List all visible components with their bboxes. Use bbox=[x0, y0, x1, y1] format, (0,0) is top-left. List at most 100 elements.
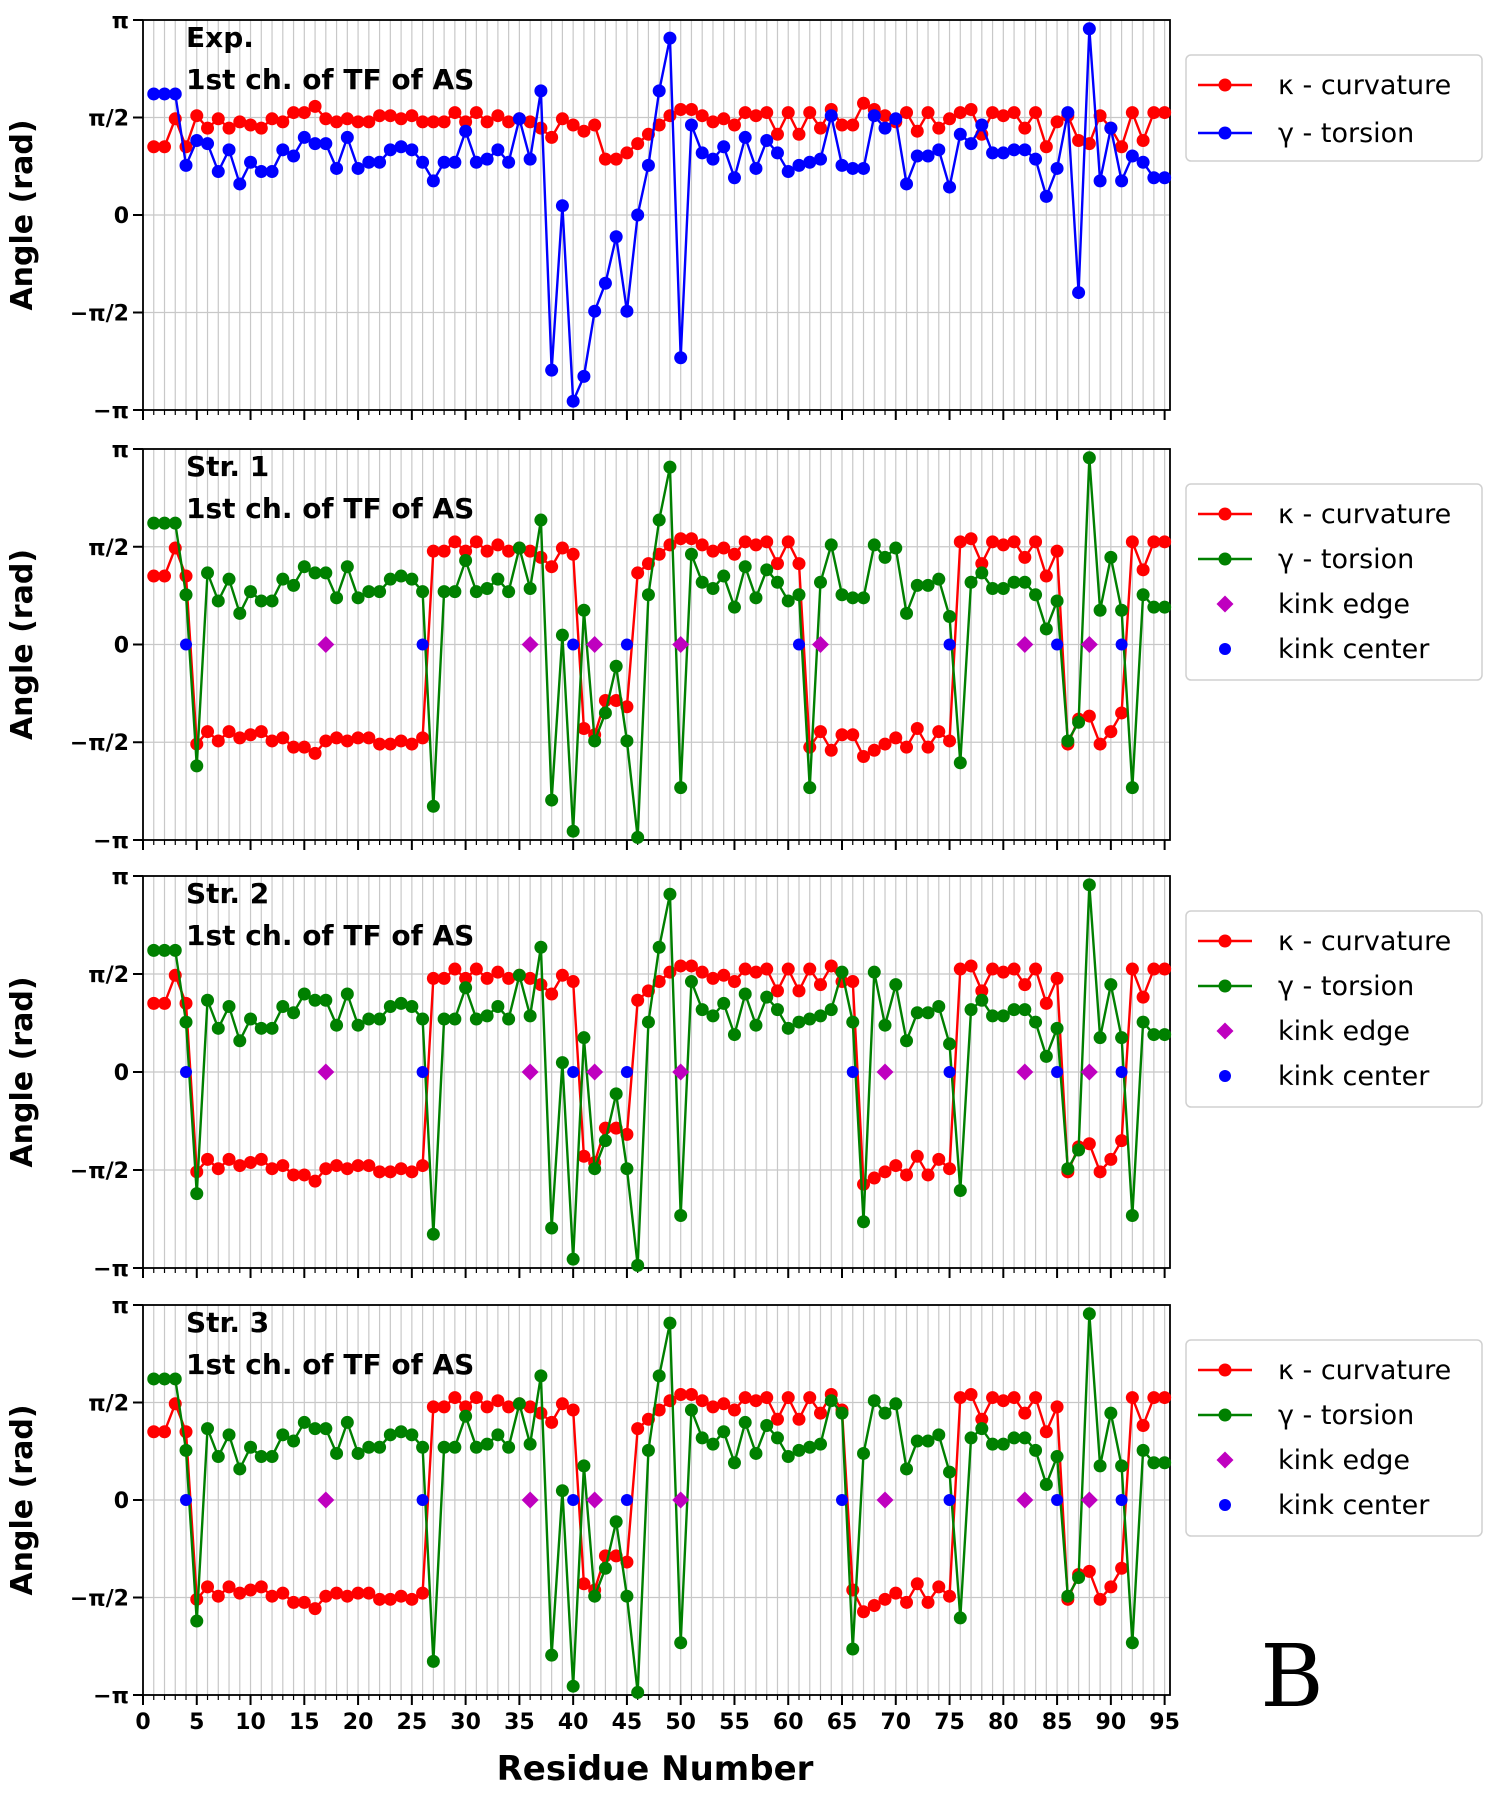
data-point bbox=[813, 1009, 827, 1023]
data-point bbox=[953, 1184, 967, 1198]
data-point bbox=[1115, 1459, 1129, 1473]
data-point bbox=[631, 137, 645, 151]
kink-edge-marker bbox=[317, 1491, 335, 1509]
data-point bbox=[512, 1397, 526, 1411]
data-point bbox=[781, 1021, 795, 1035]
data-point bbox=[792, 127, 806, 141]
legend-label: γ - torsion bbox=[1278, 971, 1414, 1002]
kink-edge-marker bbox=[521, 1063, 539, 1081]
data-point bbox=[254, 1152, 268, 1166]
kink-center-marker bbox=[836, 1494, 849, 1506]
data-point bbox=[233, 1462, 247, 1476]
data-point bbox=[211, 594, 225, 608]
data-point bbox=[222, 121, 236, 135]
data-point bbox=[792, 1015, 806, 1029]
data-point bbox=[534, 84, 548, 98]
data-point bbox=[1147, 600, 1161, 614]
data-point bbox=[1018, 550, 1032, 564]
data-point bbox=[588, 1162, 602, 1176]
data-point bbox=[1039, 140, 1053, 154]
data-point bbox=[448, 1391, 462, 1405]
kink-center-marker bbox=[620, 1494, 633, 1506]
legend-marker bbox=[1218, 979, 1232, 993]
data-point bbox=[878, 1592, 892, 1606]
data-point bbox=[1050, 971, 1064, 985]
data-point bbox=[1093, 174, 1107, 188]
kink-edge-marker bbox=[586, 1063, 604, 1081]
data-point bbox=[760, 962, 774, 976]
data-point bbox=[147, 569, 161, 583]
data-point bbox=[1007, 962, 1021, 976]
data-point bbox=[233, 1034, 247, 1048]
data-point bbox=[233, 115, 247, 129]
data-point bbox=[545, 560, 559, 574]
data-point bbox=[1093, 1592, 1107, 1606]
data-point bbox=[265, 1021, 279, 1035]
y-tick-label: π/2 bbox=[88, 963, 129, 988]
data-point bbox=[803, 781, 817, 795]
data-point bbox=[749, 1446, 763, 1460]
data-point bbox=[749, 591, 763, 605]
data-point bbox=[211, 1450, 225, 1464]
data-point bbox=[244, 155, 258, 169]
legend-label: kink center bbox=[1278, 1061, 1430, 1092]
kink-edge-marker bbox=[1016, 1063, 1034, 1081]
legend-label: κ - curvature bbox=[1278, 70, 1451, 101]
data-point bbox=[1093, 1031, 1107, 1045]
data-point bbox=[631, 830, 645, 844]
data-point bbox=[1104, 725, 1118, 739]
data-point bbox=[201, 566, 215, 580]
data-point bbox=[706, 1400, 720, 1414]
data-point bbox=[211, 165, 225, 179]
data-point bbox=[1018, 1406, 1032, 1420]
data-point bbox=[308, 1422, 322, 1436]
y-tick-label: π/2 bbox=[88, 1392, 129, 1417]
data-point bbox=[1082, 1564, 1096, 1578]
data-point bbox=[383, 1428, 397, 1442]
data-point bbox=[953, 535, 967, 549]
data-point bbox=[1039, 189, 1053, 203]
data-point bbox=[663, 31, 677, 45]
data-point bbox=[996, 538, 1010, 552]
data-point bbox=[684, 102, 698, 116]
data-point bbox=[684, 975, 698, 989]
data-point bbox=[276, 1428, 290, 1442]
data-point bbox=[448, 1012, 462, 1026]
data-point bbox=[469, 585, 483, 599]
data-point bbox=[437, 971, 451, 985]
data-point bbox=[254, 725, 268, 739]
data-point bbox=[362, 1440, 376, 1454]
data-point bbox=[1115, 603, 1129, 617]
data-point bbox=[340, 1162, 354, 1176]
data-point bbox=[717, 996, 731, 1010]
y-axis-label: Angle (rad) bbox=[5, 549, 40, 740]
data-point bbox=[641, 1015, 655, 1029]
y-tick-label: −π/2 bbox=[70, 1586, 129, 1611]
data-point bbox=[986, 106, 1000, 120]
data-point bbox=[502, 155, 516, 169]
data-point bbox=[620, 1162, 634, 1176]
legend-marker bbox=[1218, 78, 1232, 92]
data-point bbox=[416, 1159, 430, 1173]
data-point bbox=[469, 1391, 483, 1405]
panel-title: Str. 3 bbox=[186, 1306, 269, 1339]
data-point bbox=[631, 1258, 645, 1272]
legend-label: γ - torsion bbox=[1278, 544, 1414, 575]
kink-center-marker bbox=[1115, 1066, 1128, 1078]
data-point bbox=[996, 146, 1010, 160]
data-point bbox=[781, 106, 795, 120]
data-point bbox=[695, 1394, 709, 1408]
data-point bbox=[857, 1215, 871, 1229]
data-point bbox=[921, 1006, 935, 1020]
data-point bbox=[824, 1394, 838, 1408]
data-point bbox=[448, 155, 462, 169]
data-point bbox=[1029, 1443, 1043, 1457]
data-point bbox=[932, 1152, 946, 1166]
data-point bbox=[749, 1018, 763, 1032]
data-point bbox=[555, 628, 569, 642]
data-point bbox=[297, 1415, 311, 1429]
data-point bbox=[674, 1636, 688, 1650]
data-point bbox=[932, 1428, 946, 1442]
data-point bbox=[1147, 535, 1161, 549]
data-point bbox=[244, 1440, 258, 1454]
